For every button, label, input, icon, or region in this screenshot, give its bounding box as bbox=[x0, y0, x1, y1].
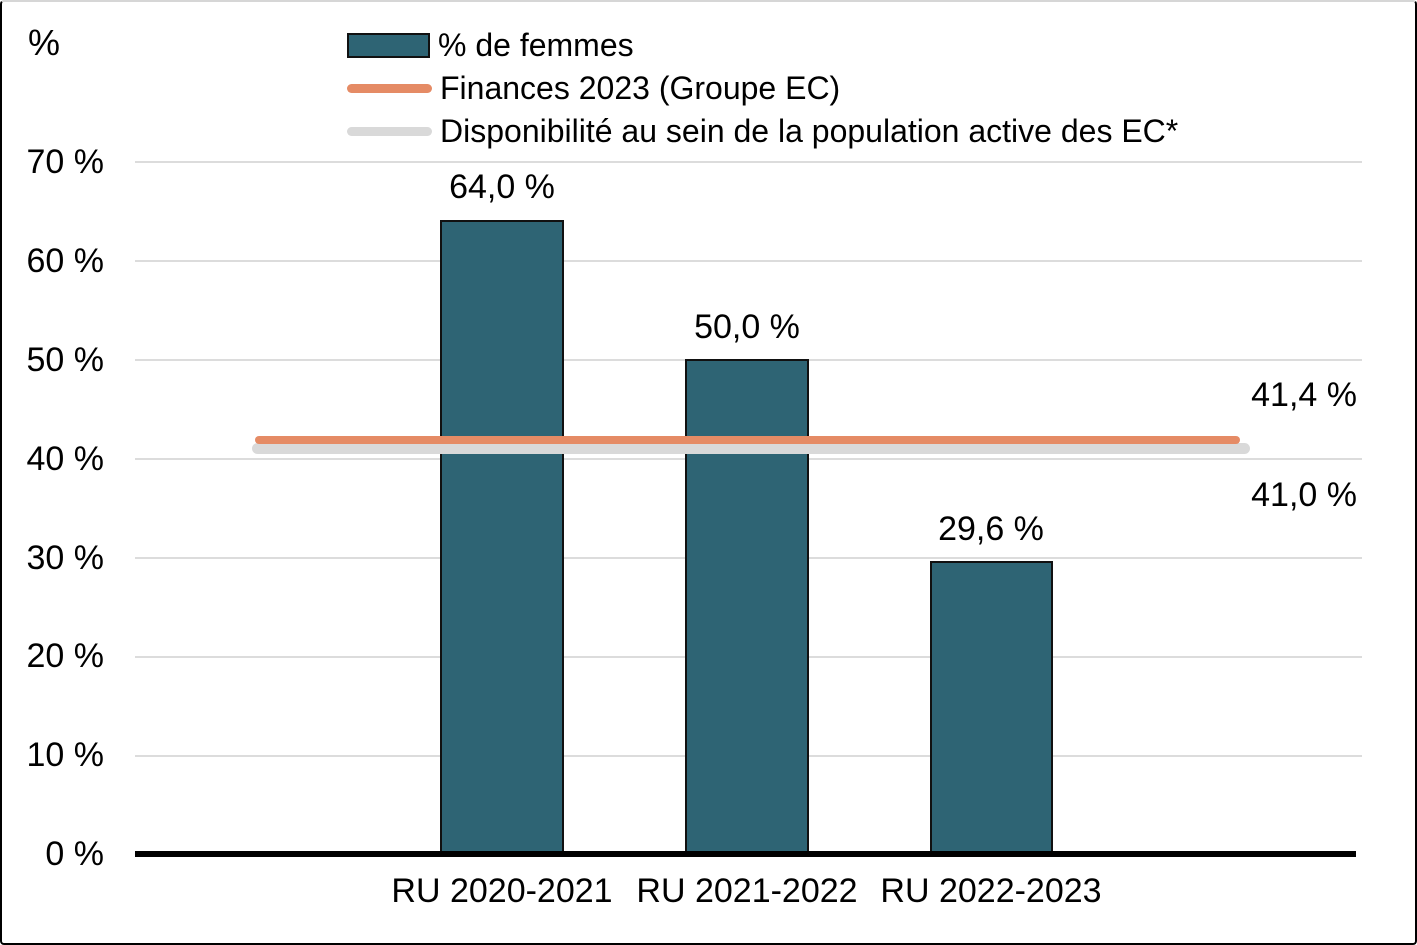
y-tick-50: 50 % bbox=[26, 341, 105, 379]
y-axis-title: % bbox=[28, 22, 61, 63]
bar-ru-2022-2023 bbox=[930, 561, 1053, 856]
bar-ru-2021-2022 bbox=[685, 359, 809, 856]
legend-item-disponibilite: Disponibilité au sein de la population a… bbox=[347, 110, 1178, 153]
legend-label-disponibilite: Disponibilité au sein de la population a… bbox=[440, 113, 1179, 149]
gridline-60 bbox=[135, 260, 1362, 262]
bar-ru-2020-2021 bbox=[440, 220, 564, 856]
y-tick-70: 70 % bbox=[26, 143, 105, 181]
legend-item-finances: Finances 2023 (Groupe EC) bbox=[347, 67, 1178, 110]
legend-gray-line-swatch-icon bbox=[347, 127, 432, 136]
availability-reference-line bbox=[252, 443, 1250, 454]
y-tick-40: 40 % bbox=[26, 440, 105, 478]
legend-label-finances: Finances 2023 (Groupe EC) bbox=[440, 70, 841, 106]
legend-orange-line-swatch-icon bbox=[347, 84, 432, 93]
finances-reference-line bbox=[255, 436, 1240, 444]
bar-value-label-2022-2023: 29,6 % bbox=[938, 510, 1044, 548]
x-tick-ru-2021-2022: RU 2021-2022 bbox=[636, 872, 858, 910]
x-axis-line bbox=[135, 851, 1356, 857]
finances-value-label: 41,4 % bbox=[1251, 376, 1357, 414]
bar-value-label-2021-2022: 50,0 % bbox=[694, 308, 800, 346]
legend: % de femmes Finances 2023 (Groupe EC) Di… bbox=[347, 24, 1178, 153]
bar-value-label-2020-2021: 64,0 % bbox=[449, 168, 555, 206]
y-tick-20: 20 % bbox=[26, 637, 105, 675]
y-tick-30: 30 % bbox=[26, 539, 105, 577]
gridline-70 bbox=[135, 161, 1362, 163]
x-tick-ru-2020-2021: RU 2020-2021 bbox=[391, 872, 613, 910]
legend-label-femmes: % de femmes bbox=[438, 27, 634, 63]
legend-bar-swatch-icon bbox=[347, 33, 430, 58]
y-tick-10: 10 % bbox=[26, 736, 105, 774]
y-tick-60: 60 % bbox=[26, 242, 105, 280]
y-tick-0: 0 % bbox=[45, 835, 104, 873]
availability-value-label: 41,0 % bbox=[1251, 476, 1357, 514]
x-tick-ru-2022-2023: RU 2022-2023 bbox=[880, 872, 1102, 910]
legend-item-femmes: % de femmes bbox=[347, 24, 1178, 67]
